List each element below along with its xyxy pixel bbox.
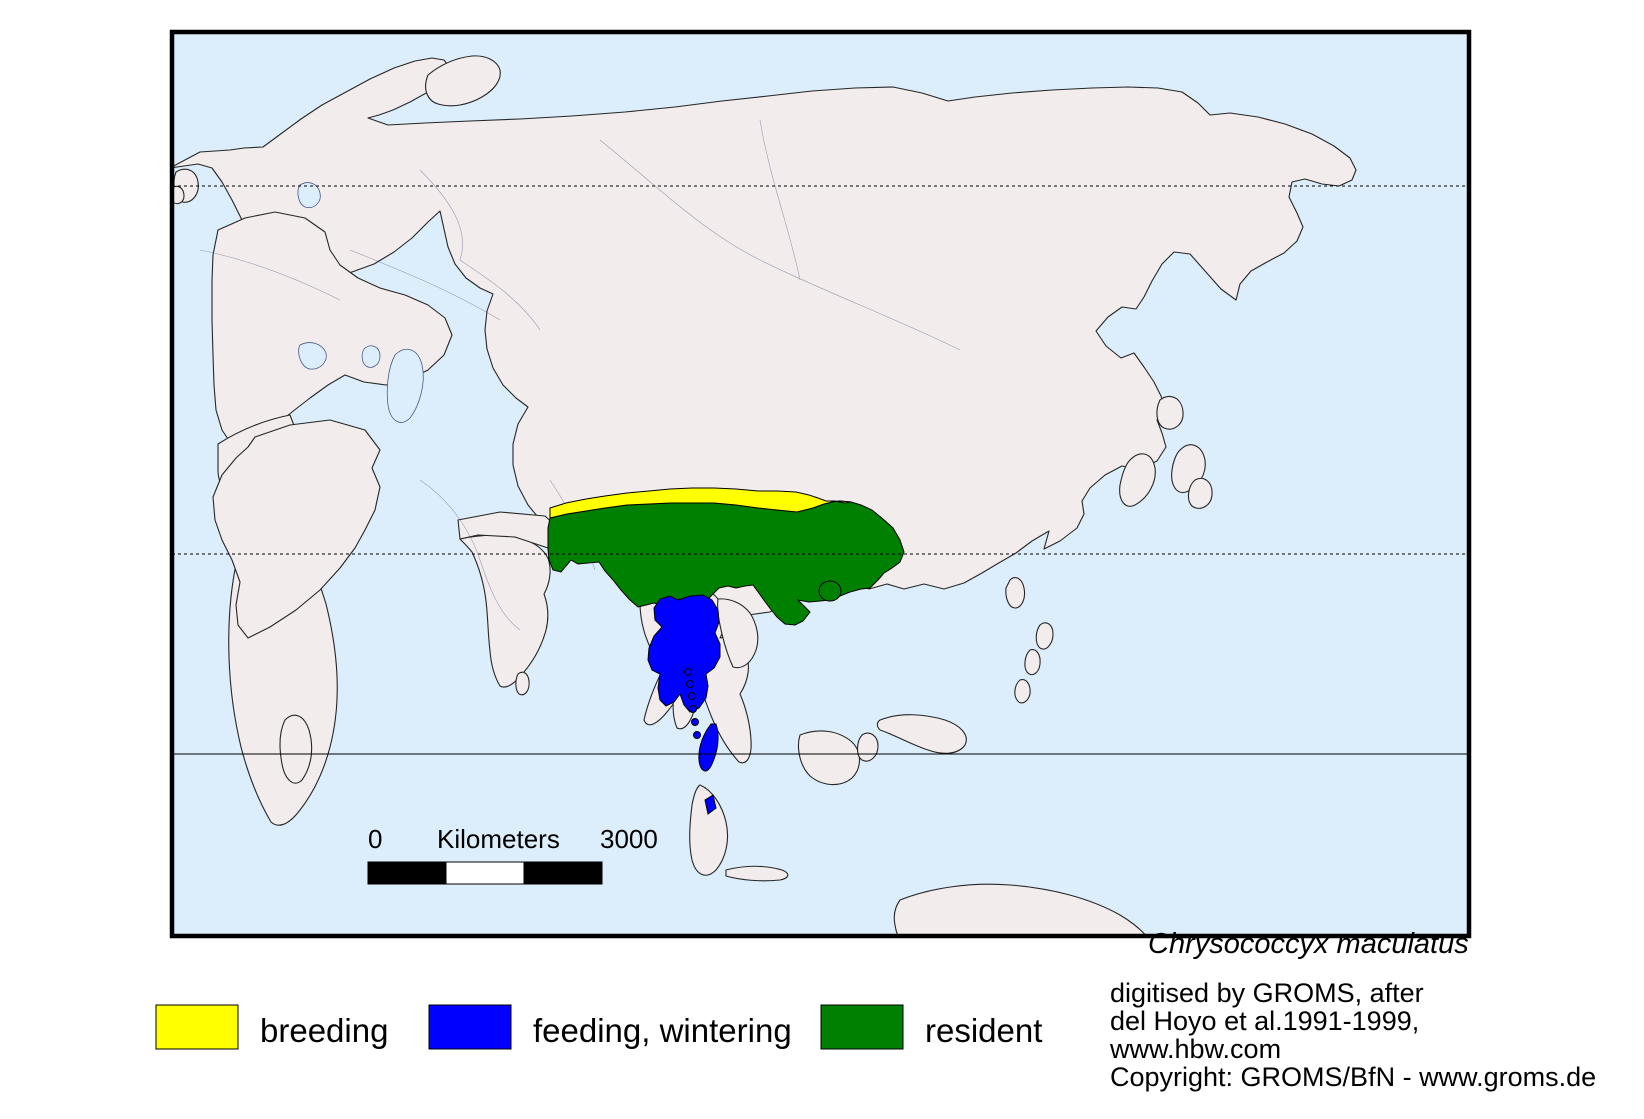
- svg-text:del Hoyo et al.1991-1999,: del Hoyo et al.1991-1999,: [1110, 1006, 1419, 1036]
- svg-text:Kilometers: Kilometers: [437, 824, 560, 854]
- svg-text:Copyright: GROMS/BfN - www.gro: Copyright: GROMS/BfN - www.groms.de: [1110, 1062, 1596, 1092]
- svg-text:www.hbw.com: www.hbw.com: [1109, 1034, 1281, 1064]
- svg-text:feeding, wintering: feeding, wintering: [533, 1012, 792, 1049]
- svg-text:digitised by GROMS, after: digitised by GROMS, after: [1110, 978, 1424, 1008]
- svg-text:Chrysococcyx maculatus: Chrysococcyx maculatus: [1148, 928, 1469, 960]
- svg-text:resident: resident: [925, 1012, 1042, 1049]
- svg-text:0: 0: [368, 824, 382, 854]
- svg-text:breeding: breeding: [260, 1012, 388, 1049]
- svg-text:3000: 3000: [600, 824, 658, 854]
